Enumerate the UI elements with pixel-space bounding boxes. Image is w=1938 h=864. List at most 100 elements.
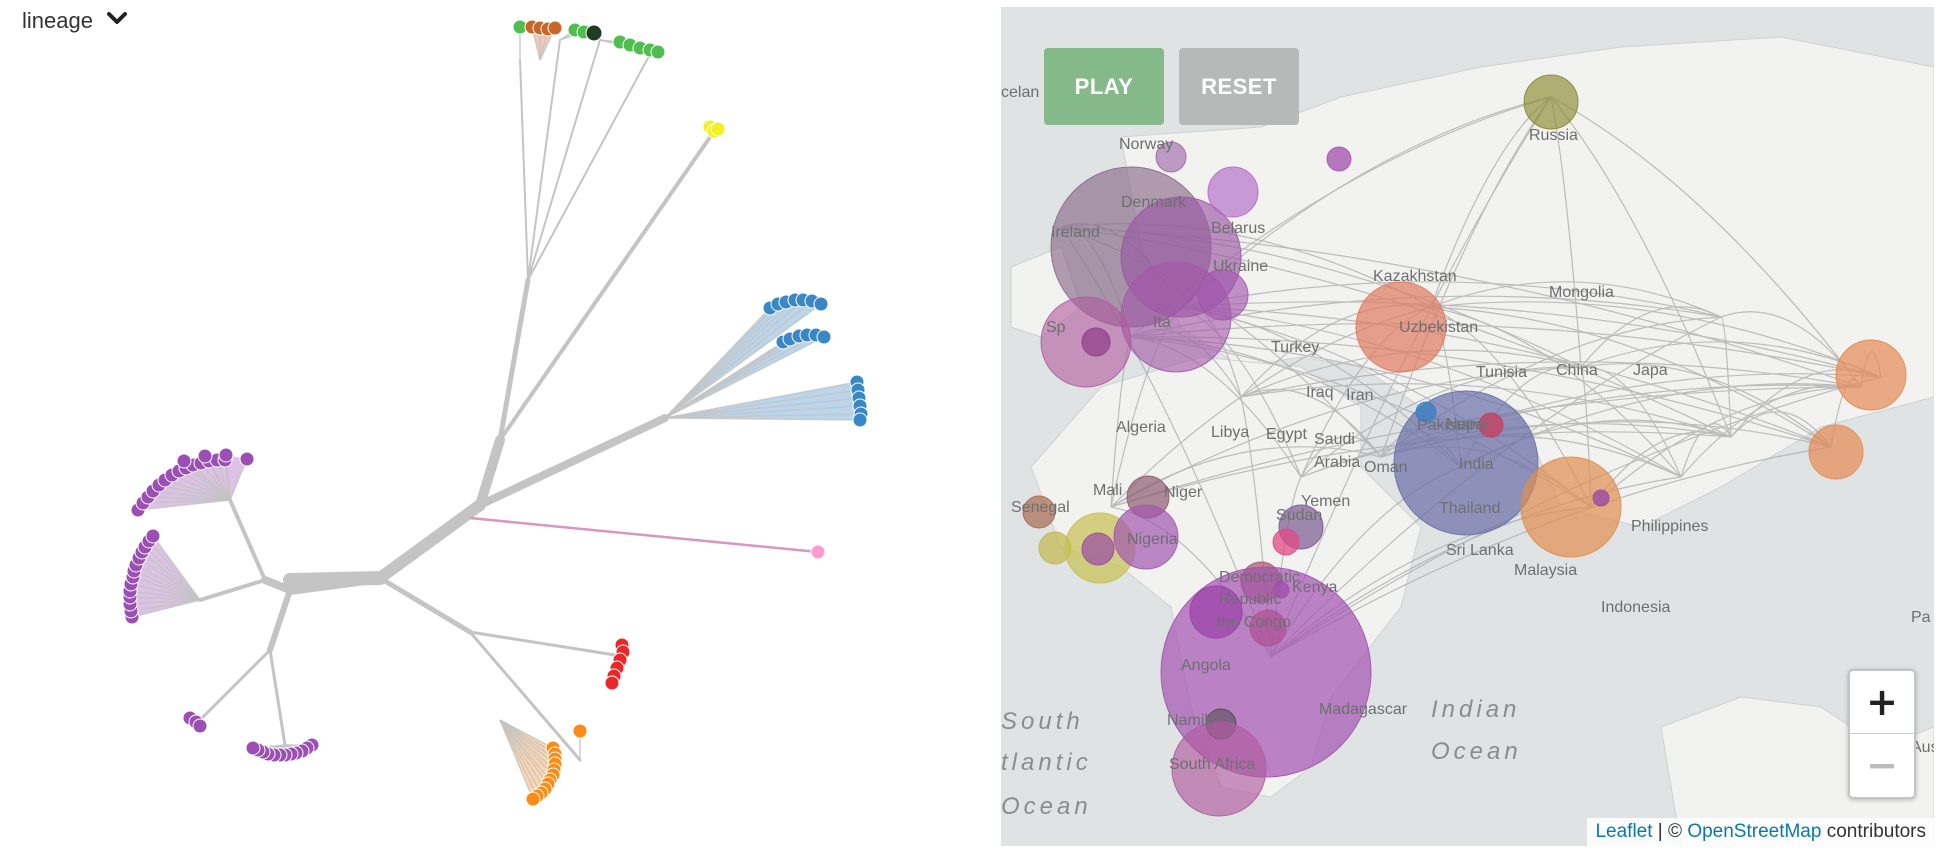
tree-branch	[132, 576, 201, 601]
tree-branch	[131, 599, 201, 618]
map-label: Madagascar	[1319, 701, 1408, 718]
clade-red	[604, 637, 631, 691]
transmission-line	[1240, 389, 1382, 458]
tree-branch	[200, 462, 231, 501]
map-label: Egypt	[1266, 426, 1307, 443]
transmission-line	[1720, 316, 1732, 438]
transmission-line	[1110, 366, 1582, 508]
tree-branch	[664, 397, 860, 419]
map-label: China	[1556, 362, 1598, 379]
outbreak-circle	[1189, 585, 1243, 639]
map-label: Ukraine	[1213, 258, 1268, 275]
tree-branch	[664, 417, 861, 421]
reset-button[interactable]: RESET	[1179, 48, 1299, 125]
map-label: the Congo	[1217, 614, 1291, 631]
clade-blue-1	[664, 292, 829, 419]
map-label: Sudan	[1276, 507, 1322, 524]
outbreak-circle	[1081, 532, 1115, 566]
tree-branch	[148, 540, 201, 601]
tree-branch	[374, 499, 486, 584]
map-label: Norway	[1119, 136, 1173, 153]
tree-branch	[138, 557, 201, 601]
tree-branch	[135, 564, 201, 601]
tree-branch	[141, 551, 201, 601]
map-label: Pakistan	[1417, 417, 1478, 434]
tip-node	[572, 723, 588, 739]
map-label: Republic	[1219, 591, 1281, 608]
play-button[interactable]: PLAY	[1044, 48, 1164, 125]
tip-node	[816, 329, 832, 345]
attribution-separator: | ©	[1652, 821, 1688, 842]
map-label: Tunisia	[1476, 364, 1527, 381]
zoom-out-button[interactable]: −	[1866, 743, 1898, 787]
tree-branch	[499, 719, 554, 776]
tip-node	[525, 791, 541, 807]
tree-branch	[377, 575, 473, 635]
zoom-in-button[interactable]: +	[1850, 671, 1914, 734]
outbreak-circle	[1081, 327, 1111, 357]
clade-yellow	[702, 119, 726, 139]
phylogenetic-tree	[122, 19, 869, 807]
map-panel[interactable]: celan Norway Russia Denmark Ireland Belarus Uk…	[1001, 7, 1934, 846]
outbreak-circle	[1113, 504, 1179, 570]
map-canvas[interactable]: celan Norway Russia Denmark Ireland Belarus Uk…	[1001, 7, 1934, 846]
map-label: Mali	[1093, 482, 1122, 499]
map-label: Malaysia	[1514, 562, 1577, 579]
outbreak-circle	[1355, 281, 1447, 373]
tree-branch	[267, 587, 293, 653]
osm-link[interactable]: OpenStreetMap	[1687, 821, 1822, 842]
map-label: Iraq	[1306, 384, 1334, 401]
lineage-dropdown[interactable]: lineage	[22, 8, 127, 34]
map-label: Turkey	[1271, 339, 1319, 356]
tree-branch	[499, 719, 546, 790]
tree-branch	[664, 389, 859, 419]
map-label: Philippines	[1631, 518, 1708, 535]
map-label: Indian	[1431, 696, 1520, 723]
tree-branch	[268, 648, 287, 747]
map-label: Senegal	[1011, 499, 1070, 516]
tree-branch	[664, 336, 825, 419]
outbreak-circle	[1835, 339, 1907, 411]
tree-branch	[499, 719, 542, 794]
tree-branch	[664, 300, 813, 419]
tree-branch	[198, 648, 272, 722]
map-label: Pa	[1911, 609, 1931, 626]
tip-node	[239, 451, 255, 467]
tip-node	[197, 448, 213, 464]
transmission-line	[1550, 96, 1862, 388]
transmission-line	[1180, 306, 1832, 448]
clade-brown	[524, 19, 563, 61]
clade-blue-2	[664, 327, 832, 419]
tree-branch	[147, 496, 231, 501]
tree-branch	[527, 44, 656, 281]
tip-node	[604, 675, 620, 691]
tree-branch	[527, 39, 601, 281]
clade-purple-3	[182, 710, 208, 734]
tip-node	[852, 412, 868, 428]
outbreak-circle	[1592, 489, 1610, 507]
outbreak-circle	[1415, 401, 1437, 423]
map-label: Nepal	[1446, 416, 1488, 433]
map-label: Japa	[1633, 362, 1668, 379]
map-label: Algeria	[1116, 419, 1166, 436]
tree-branch	[261, 576, 294, 594]
tree-branch	[499, 719, 549, 785]
tip-node	[650, 44, 666, 60]
transmission-line	[1300, 366, 1582, 478]
tree-branch	[152, 490, 231, 501]
tree-branch	[519, 59, 529, 281]
map-label: Saudi	[1314, 431, 1355, 448]
transmission-line	[1550, 96, 1732, 438]
transmission-line	[1380, 96, 1552, 458]
clade-purple-1	[130, 447, 255, 518]
map-label: Libya	[1211, 424, 1249, 441]
transmission-line	[1180, 301, 1882, 378]
outbreak-circle	[1207, 166, 1259, 218]
map-label: Angola	[1181, 657, 1231, 674]
map-label: Indonesia	[1601, 599, 1670, 616]
leaflet-link[interactable]: Leaflet	[1595, 821, 1653, 842]
transmission-line	[1430, 281, 1722, 318]
tree-branch	[664, 405, 861, 419]
transmission-line	[1590, 386, 1862, 508]
tree-branch	[142, 499, 231, 504]
